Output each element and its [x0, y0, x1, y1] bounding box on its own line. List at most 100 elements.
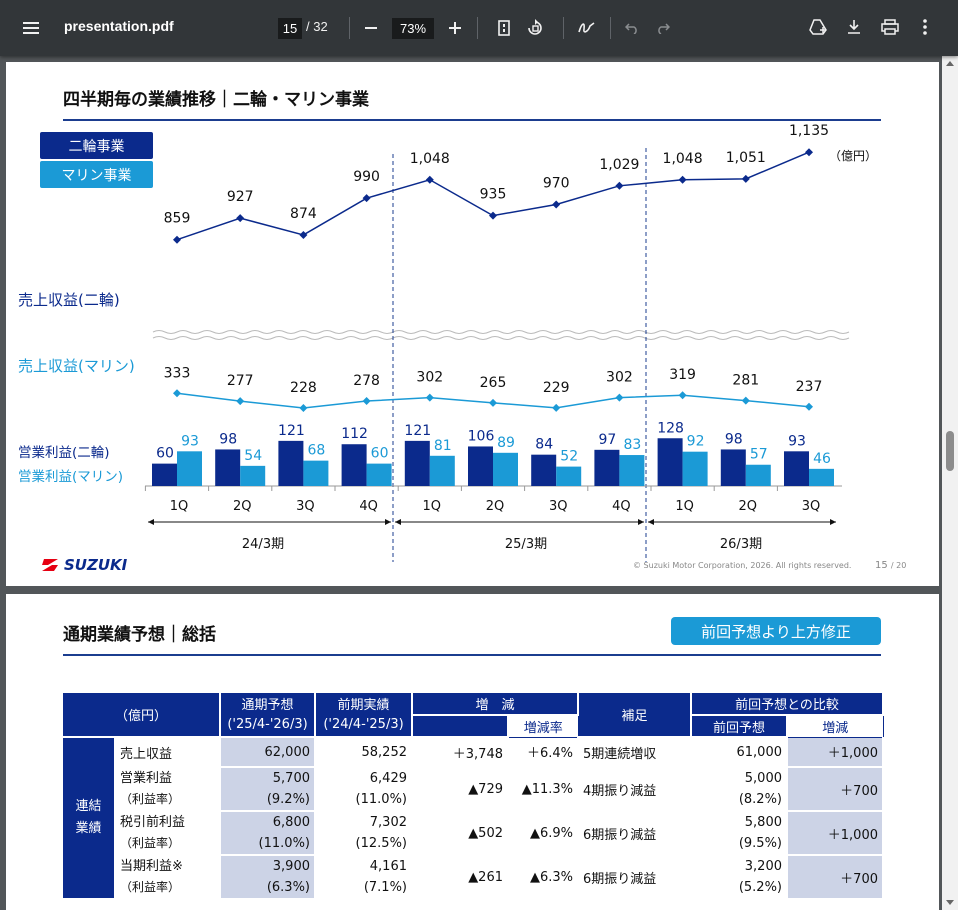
- cell-cmp: 3,200 (5.2%): [691, 855, 788, 900]
- bar-label-op-marine: 83: [623, 437, 641, 453]
- bar-op-marine: [366, 463, 392, 486]
- header-prev: 前期実績 ('24/4-'25/3): [315, 693, 413, 738]
- bar-label-op-marine: 54: [244, 448, 262, 464]
- page-total: / 32: [306, 19, 328, 34]
- bar-op-motorcycle: [278, 440, 304, 486]
- bar-op-motorcycle: [720, 449, 746, 486]
- bar-label-op-marine: 68: [307, 443, 325, 459]
- cell-diff: ＋3,748: [412, 737, 509, 768]
- title-underline-2: [63, 654, 881, 656]
- cell-diff: ▲729: [412, 767, 509, 812]
- bar-label-op-motorcycle: 98: [725, 431, 743, 447]
- bar-label-op-motorcycle: 93: [788, 433, 806, 449]
- revenue-motorcycle-value-label: 859: [164, 211, 191, 227]
- suzuki-s-icon: [42, 559, 58, 571]
- copyright: © Suzuki Motor Corporation, 2026. All ri…: [633, 561, 852, 570]
- revenue-marine-point: [299, 404, 308, 413]
- cell-fy: 5,700 (9.2%): [220, 767, 316, 812]
- revenue-motorcycle-point: [173, 235, 181, 244]
- cell-prev: 6,429 (11.0%): [315, 767, 413, 812]
- bar-op-marine: [177, 451, 202, 486]
- zoom-out-icon[interactable]: [362, 18, 380, 38]
- print-icon[interactable]: [879, 16, 901, 38]
- page-number-input[interactable]: 15: [278, 18, 302, 39]
- bar-op-motorcycle: [341, 444, 367, 486]
- download-icon[interactable]: [844, 16, 864, 38]
- revenue-marine-point: [552, 403, 561, 412]
- revenue-motorcycle-point: [615, 181, 624, 190]
- x-tick-label: 2Q: [486, 499, 505, 514]
- bar-op-motorcycle: [152, 463, 177, 486]
- pdf-viewer[interactable]: 四半期毎の業績推移｜二輪・マリン事業 二輪事業 マリン事業 （億円） 売上収益(…: [0, 56, 942, 910]
- revenue-motorcycle-value-label: 874: [290, 206, 317, 222]
- cell-note: 6期振り減益: [578, 811, 692, 856]
- revenue-motorcycle-point: [552, 200, 561, 209]
- revenue-marine-value-label: 278: [353, 373, 380, 389]
- cell-cmp: 5,000 (8.2%): [691, 767, 788, 812]
- more-options-icon[interactable]: [918, 16, 932, 38]
- slide-title: 四半期毎の業績推移｜二輪・マリン事業: [63, 90, 369, 110]
- slide-page-number: 15 / 20: [875, 560, 907, 571]
- header-forecast: 通期予想 ('25/4-'26/3): [220, 693, 316, 738]
- revenue-motorcycle-point: [678, 175, 687, 184]
- zoom-in-icon[interactable]: [446, 18, 464, 38]
- revenue-marine-point: [741, 396, 750, 405]
- redo-icon[interactable]: [654, 18, 672, 38]
- revenue-motorcycle-value-label: 1,135: [789, 123, 829, 139]
- zoom-input[interactable]: 73%: [392, 18, 434, 39]
- cell-cmp-diff: ＋700: [787, 767, 884, 812]
- revenue-motorcycle-point: [489, 211, 497, 220]
- row-label: 営業利益 （利益率）: [115, 767, 221, 812]
- label-op-motorcycle: 営業利益(二輪): [18, 444, 110, 461]
- x-tick-label: 3Q: [296, 499, 315, 514]
- revenue-motorcycle-point: [236, 214, 245, 223]
- revenue-marine-point: [362, 397, 371, 406]
- revenue-marine-value-label: 237: [796, 379, 823, 395]
- period-label-24: 24/3期: [242, 537, 284, 552]
- revenue-motorcycle-value-label: 990: [353, 169, 380, 185]
- legend-motorcycle: 二輪事業: [40, 132, 153, 159]
- revenue-marine-point: [236, 397, 245, 406]
- bar-label-op-motorcycle: 128: [657, 420, 684, 436]
- cell-diff: ▲261: [412, 855, 509, 900]
- bar-label-op-marine: 52: [560, 449, 578, 465]
- cell-prev: 58,252: [315, 737, 413, 768]
- header-rate: 増減率: [507, 714, 579, 738]
- scroll-down-icon[interactable]: [946, 900, 954, 905]
- bar-op-motorcycle: [468, 446, 493, 486]
- annotate-icon[interactable]: [576, 17, 598, 39]
- cell-note: 6期振り減益: [578, 855, 692, 900]
- scroll-up-icon[interactable]: [946, 61, 954, 66]
- axis-break-lower: [152, 336, 850, 340]
- menu-icon[interactable]: [20, 18, 42, 38]
- bar-label-op-motorcycle: 121: [404, 423, 431, 439]
- revenue-marine-value-label: 228: [290, 380, 317, 396]
- revenue-marine-value-label: 333: [164, 365, 191, 381]
- period-label-26: 26/3期: [720, 537, 762, 552]
- revenue-motorcycle-point: [425, 175, 434, 184]
- revenue-marine-value-label: 302: [416, 370, 443, 386]
- revenue-motorcycle-point: [741, 174, 750, 183]
- revenue-motorcycle-value-label: 1,048: [663, 151, 703, 167]
- bar-label-op-marine: 89: [497, 435, 515, 451]
- cell-prev: 7,302 (12.5%): [315, 811, 413, 856]
- cell-fy: 62,000: [220, 737, 316, 768]
- revenue-marine-value-label: 281: [732, 373, 759, 389]
- bar-op-motorcycle: [215, 449, 241, 486]
- axis-break-upper: [152, 330, 850, 334]
- fit-page-icon[interactable]: [494, 17, 514, 39]
- row-label: 売上収益: [115, 737, 221, 768]
- scroll-thumb[interactable]: [946, 431, 954, 471]
- header-compare: 前回予想との比較: [691, 693, 884, 716]
- vertical-scrollbar[interactable]: [942, 56, 958, 910]
- pdf-toolbar: presentation.pdf 15 / 32 73%: [0, 0, 958, 56]
- revenue-motorcycle-point: [362, 194, 371, 203]
- revenue-motorcycle-value-label: 970: [543, 176, 570, 192]
- undo-icon[interactable]: [623, 18, 641, 38]
- bar-op-marine: [619, 455, 645, 486]
- x-tick-label: 2Q: [233, 499, 252, 514]
- save-to-drive-icon[interactable]: [807, 16, 829, 38]
- rotate-icon[interactable]: [524, 17, 546, 39]
- header-compare-prev: 前回予想: [691, 715, 788, 738]
- revenue-motorcycle-point: [299, 230, 308, 239]
